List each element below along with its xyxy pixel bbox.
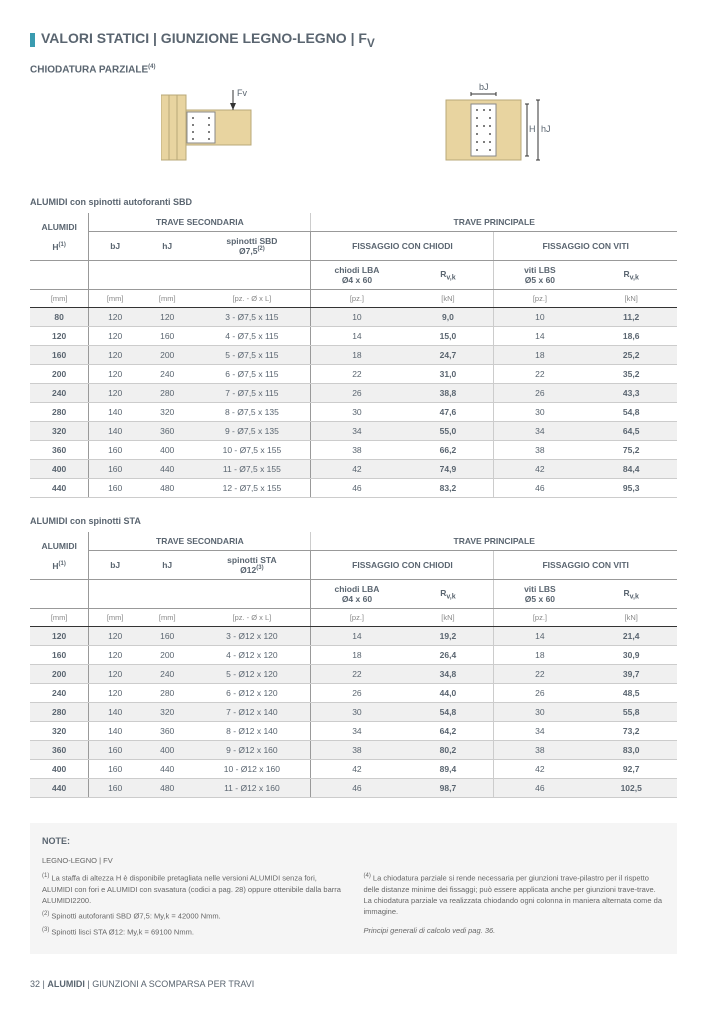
diagrams-row: Fv bJ H hJ [30, 90, 677, 172]
col-bj: bJ [89, 232, 141, 261]
table-row: 2401202806 - Ø12 x 1202644,02648,5 [30, 684, 677, 703]
notes-subtitle: LEGNO-LEGNO | FV [42, 855, 665, 866]
subtitle: CHIODATURA PARZIALE(4) [30, 64, 677, 75]
col-trave-prin: TRAVE PRINCIPALE [311, 213, 677, 232]
table-row: 801201203 - Ø7,5 x 115109,01011,2 [30, 308, 677, 327]
table-row: 2401202807 - Ø7,5 x 1152638,82643,3 [30, 384, 677, 403]
table-row: 1201201603 - Ø12 x 1201419,21421,4 [30, 627, 677, 646]
h-label: H [529, 124, 536, 134]
col-rvk1: Rv,k [402, 261, 493, 290]
table-row: 2001202406 - Ø7,5 x 1152231,02235,2 [30, 365, 677, 384]
col-trave-sec: TRAVE SECONDARIA [89, 213, 311, 232]
table2: ALUMIDIH(1) TRAVE SECONDARIA TRAVE PRINC… [30, 532, 677, 798]
note-footer: Principi generali di calcolo vedi pag. 3… [364, 925, 666, 936]
col-alumidi: ALUMIDIH(1) [30, 213, 89, 261]
table-row: 2801403207 - Ø12 x 1403054,83055,8 [30, 703, 677, 722]
table-row: 44016048012 - Ø7,5 x 1554683,24695,3 [30, 479, 677, 498]
hj-label: hJ [541, 124, 551, 134]
table-row: 2801403208 - Ø7,5 x 1353047,63054,8 [30, 403, 677, 422]
note-item: (3) Spinotti lisci STA Ø12: My,k = 69100… [42, 926, 344, 938]
table-row: 3601604009 - Ø12 x 1603880,23883,0 [30, 741, 677, 760]
notes-right-col: (4) La chiodatura parziale si rende nece… [364, 872, 666, 942]
table1-title: ALUMIDI con spinotti autoforanti SBD [30, 197, 677, 207]
col-chiodi: chiodi LBAØ4 x 60 [311, 261, 402, 290]
table-row: 3201403608 - Ø12 x 1403464,23473,2 [30, 722, 677, 741]
col-rvk2: Rv,k [585, 261, 677, 290]
table-row: 1601202005 - Ø7,5 x 1151824,71825,2 [30, 346, 677, 365]
title-accent-bar [30, 33, 35, 47]
note-item: (1) La staffa di altezza H è disponibile… [42, 872, 344, 906]
table-row: 40016044011 - Ø7,5 x 1554274,94284,4 [30, 460, 677, 479]
table-row: 3201403609 - Ø7,5 x 1353455,03464,5 [30, 422, 677, 441]
table-row: 1201201604 - Ø7,5 x 1151415,01418,6 [30, 327, 677, 346]
diagram-left-svg [161, 90, 261, 165]
title-text: VALORI STATICI | GIUNZIONE LEGNO-LEGNO |… [41, 30, 375, 50]
col-fiss-viti: FISSAGGIO CON VITI [494, 232, 677, 261]
table-row: 40016044010 - Ø12 x 1604289,44292,7 [30, 760, 677, 779]
table2-title: ALUMIDI con spinotti STA [30, 516, 677, 526]
page-footer: 32 | ALUMIDI | GIUNZIONI A SCOMPARSA PER… [30, 979, 677, 989]
col-spinotti: spinotti SBDØ7,5(2) [193, 232, 311, 261]
notes-left-col: (1) La staffa di altezza H è disponibile… [42, 872, 344, 942]
bj-label: bJ [479, 82, 489, 92]
fv-label: Fv [237, 88, 247, 98]
notes-box: NOTE: LEGNO-LEGNO | FV (1) La staffa di … [30, 823, 677, 954]
note-item: (4) La chiodatura parziale si rende nece… [364, 872, 666, 918]
col-viti: viti LBSØ5 x 60 [494, 261, 585, 290]
table-row: 2001202405 - Ø12 x 1202234,82239,7 [30, 665, 677, 684]
table-row: 36016040010 - Ø7,5 x 1553866,23875,2 [30, 441, 677, 460]
table-row: 44016048011 - Ø12 x 1604698,746102,5 [30, 779, 677, 798]
diagram-left: Fv [161, 90, 261, 172]
page-title: VALORI STATICI | GIUNZIONE LEGNO-LEGNO |… [30, 30, 677, 50]
notes-title: NOTE: [42, 835, 665, 849]
diagram-right: bJ H hJ [441, 90, 546, 172]
table1: ALUMIDIH(1) TRAVE SECONDARIA TRAVE PRINC… [30, 213, 677, 498]
col-fiss-chiodi: FISSAGGIO CON CHIODI [311, 232, 494, 261]
note-item: (2) Spinotti autoforanti SBD Ø7,5: My,k … [42, 910, 344, 922]
col-hj: hJ [141, 232, 193, 261]
table-row: 1601202004 - Ø12 x 1201826,41830,9 [30, 646, 677, 665]
